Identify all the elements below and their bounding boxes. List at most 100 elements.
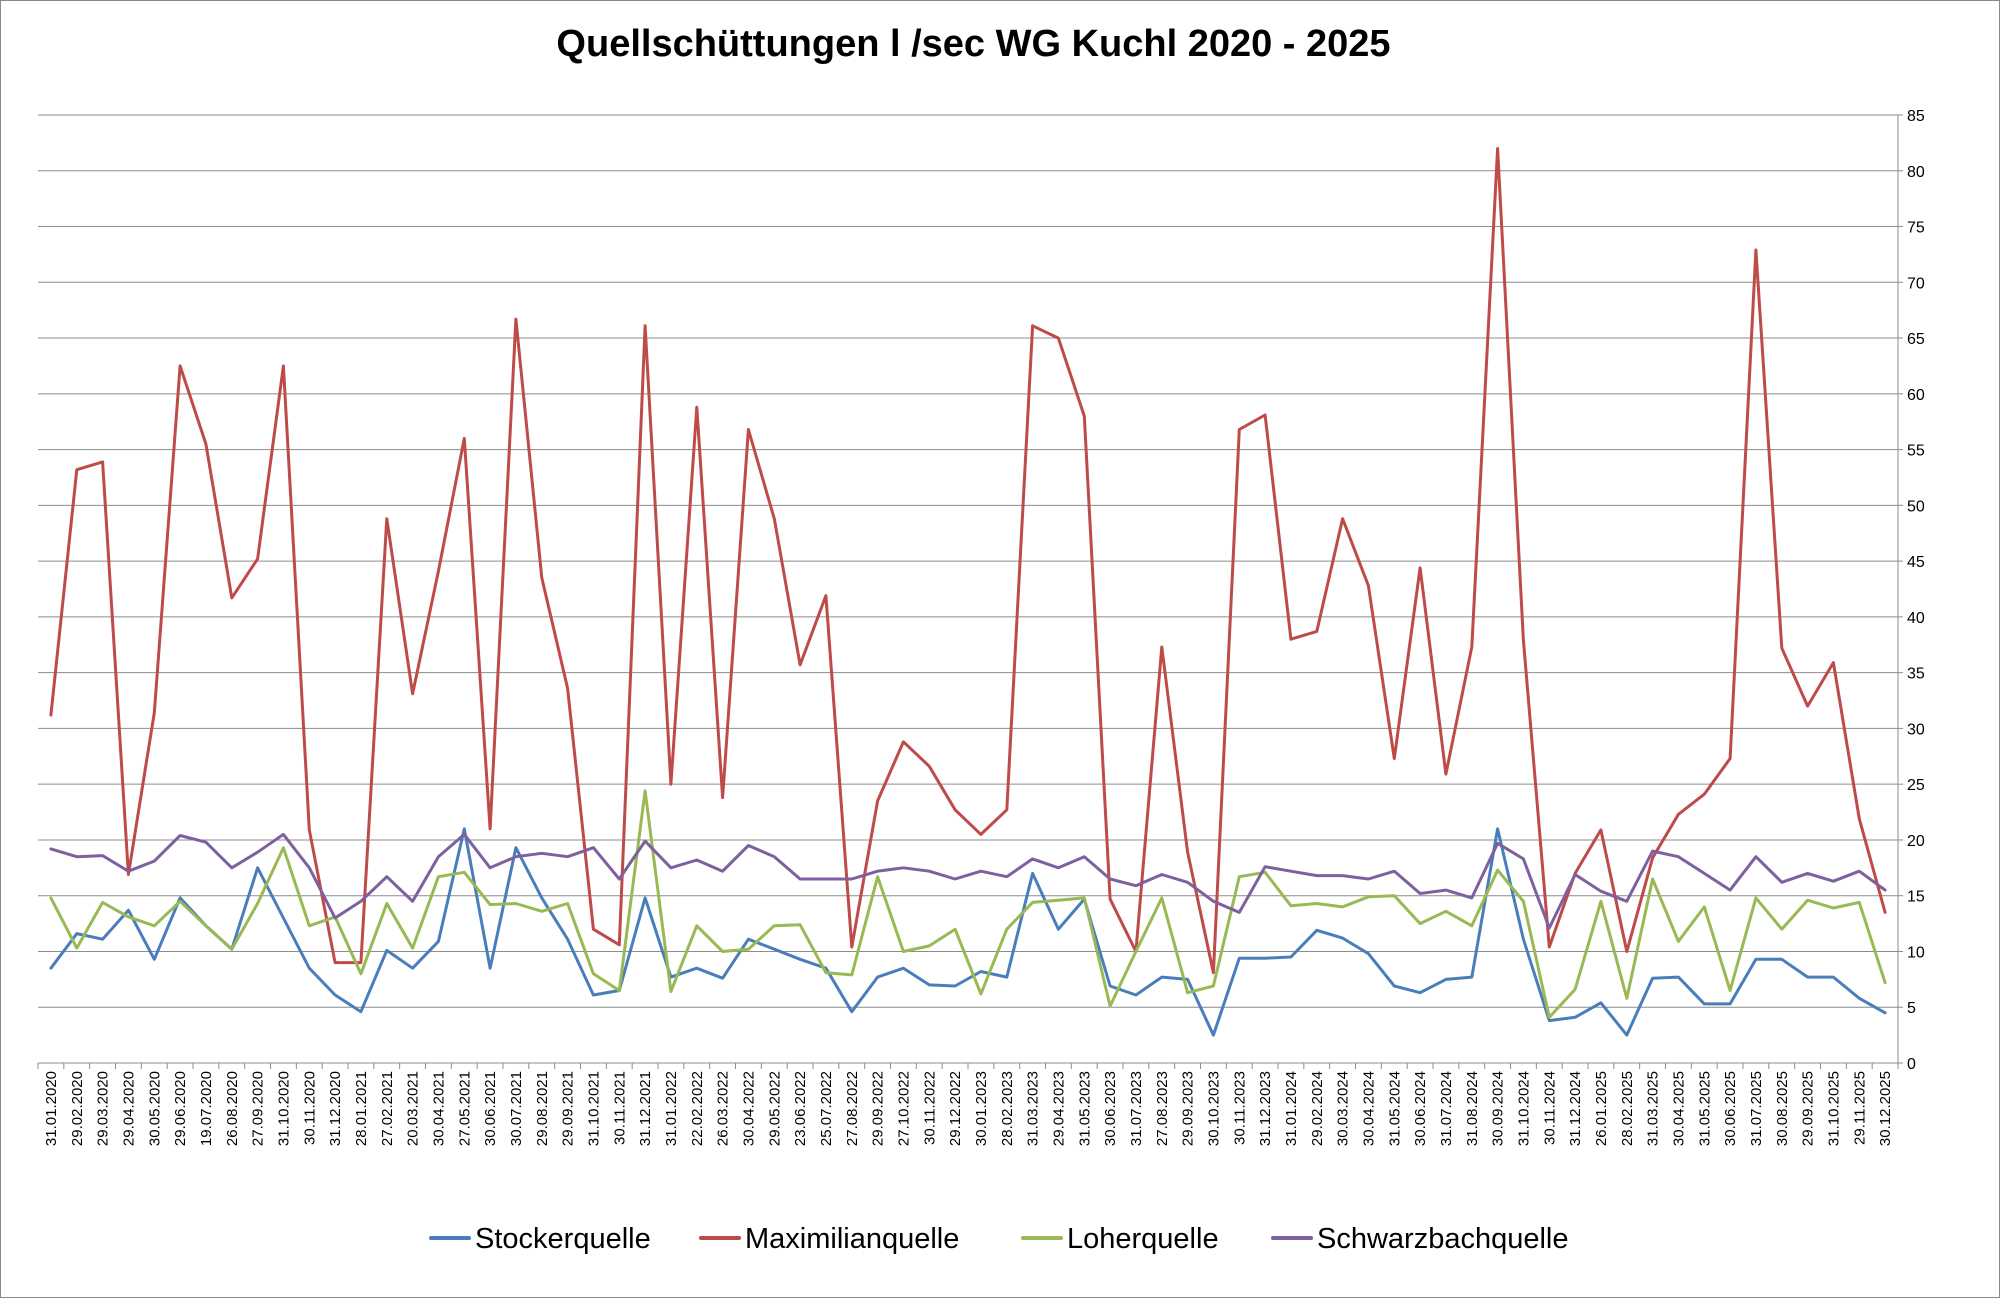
- y-tick-label: 25: [1907, 777, 1925, 794]
- x-tick-label: 30.08.2025: [1774, 1071, 1791, 1146]
- x-tick-label: 29.09.2021: [560, 1071, 577, 1146]
- x-tick-label: 30.11.2021: [611, 1071, 628, 1145]
- series-line-schwarzbachquelle: [49, 832, 1887, 930]
- x-tick-label: 31.12.2020: [327, 1071, 344, 1146]
- y-tick-label: 55: [1907, 443, 1925, 460]
- x-tick-label: 27.02.2021: [379, 1071, 396, 1146]
- x-tick-label: 30.11.2022: [921, 1071, 938, 1145]
- x-tick-label: 28.02.2025: [1619, 1071, 1636, 1146]
- x-tick-label: 31.07.2023: [1128, 1071, 1145, 1146]
- y-tick-label: 60: [1907, 387, 1925, 404]
- x-tick-label: 30.12.2025: [1877, 1071, 1894, 1146]
- x-tick-label: 27.08.2022: [844, 1071, 861, 1146]
- x-tick-label: 29.11.2025: [1851, 1071, 1868, 1145]
- x-tick-label: 29.08.2021: [534, 1071, 551, 1146]
- y-tick-label: 15: [1907, 889, 1925, 906]
- x-tick-label: 27.08.2023: [1154, 1071, 1171, 1146]
- grid-lines: [38, 114, 1898, 1064]
- x-tick-label: 30.03.2024: [1335, 1071, 1352, 1146]
- x-tick-label: 29.02.2020: [69, 1071, 86, 1146]
- x-tick-label: 29.03.2020: [95, 1071, 112, 1146]
- x-tick-label: 30.04.2022: [740, 1071, 757, 1146]
- x-tick-label: 29.12.2022: [947, 1071, 964, 1146]
- x-tick-label: 31.05.2023: [1076, 1071, 1093, 1146]
- x-tick-label: 29.09.2022: [870, 1071, 887, 1146]
- y-tick-label: 65: [1907, 331, 1925, 348]
- x-tick-label: 30.09.2024: [1490, 1071, 1507, 1146]
- x-tick-label: 31.10.2025: [1825, 1071, 1842, 1146]
- x-tick-label: 29.09.2025: [1800, 1071, 1817, 1146]
- x-tick-label: 26.01.2025: [1593, 1071, 1610, 1146]
- x-tick-label: 31.03.2023: [1025, 1071, 1042, 1146]
- x-tick-label: 23.06.2022: [792, 1071, 809, 1146]
- y-tick-label: 35: [1907, 666, 1925, 683]
- y-tick-label: 20: [1907, 833, 1925, 850]
- series-line-stockerquelle: [49, 827, 1887, 1037]
- x-tick-label: 29.02.2024: [1309, 1071, 1326, 1146]
- x-tick-label: 30.06.2023: [1102, 1071, 1119, 1146]
- y-tick-label: 85: [1907, 108, 1925, 125]
- x-tick-label: 31.12.2021: [637, 1071, 654, 1146]
- x-tick-label: 29.05.2022: [766, 1071, 783, 1146]
- y-tick-label: 5: [1907, 1000, 1916, 1017]
- x-axis-ticks: 31.01.2020 29.02.2020 29.03.2020 29.04.2020…: [37, 1062, 1899, 1146]
- x-tick-label: 29.04.2020: [120, 1071, 137, 1146]
- x-tick-label: 27.09.2020: [250, 1071, 267, 1146]
- x-tick-label: 30.11.2023: [1231, 1071, 1248, 1145]
- legend: Stockerquelle Maximilianquelle Loherquelle…: [429, 1223, 1568, 1255]
- x-tick-label: 19.07.2020: [198, 1071, 215, 1146]
- y-tick-label: 50: [1907, 498, 1925, 515]
- x-tick-label: 27.10.2022: [895, 1071, 912, 1146]
- y-tick-label: 45: [1907, 554, 1925, 571]
- x-tick-label: 29.04.2023: [1050, 1071, 1067, 1146]
- x-tick-label: 31.10.2024: [1515, 1071, 1532, 1146]
- x-tick-label: 28.01.2021: [353, 1071, 370, 1146]
- x-tick-label: 30.04.2021: [430, 1071, 447, 1146]
- legend-label-stockerquelle: Stockerquelle: [475, 1223, 651, 1255]
- x-tick-label: 25.07.2022: [818, 1071, 835, 1146]
- x-tick-label: 27.05.2021: [456, 1071, 473, 1146]
- x-tick-label: 30.04.2025: [1670, 1071, 1687, 1146]
- x-tick-label: 26.03.2022: [715, 1071, 732, 1146]
- series-line-loherquelle: [49, 789, 1887, 1019]
- x-tick-label: 31.08.2024: [1464, 1071, 1481, 1146]
- y-tick-label: 10: [1907, 944, 1925, 961]
- y-tick-label: 80: [1907, 164, 1925, 181]
- x-tick-label: 30.04.2024: [1360, 1071, 1377, 1146]
- x-tick-label: 30.01.2023: [973, 1071, 990, 1146]
- legend-label-maximilianquelle: Maximilianquelle: [745, 1223, 959, 1255]
- x-tick-label: 26.08.2020: [224, 1071, 241, 1146]
- y-axis-ticks: 0 5 10 15 20 25 30 35 40 45 50 55 60 65 70 75 80 85: [1897, 108, 1925, 1073]
- x-tick-label: 30.11.2024: [1541, 1071, 1558, 1145]
- y-tick-label: 75: [1907, 220, 1925, 237]
- y-tick-label: 40: [1907, 610, 1925, 627]
- y-tick-label: 0: [1907, 1056, 1916, 1073]
- x-tick-label: 30.05.2020: [146, 1071, 163, 1146]
- x-tick-label: 31.12.2024: [1567, 1071, 1584, 1146]
- x-tick-label: 31.10.2021: [585, 1071, 602, 1146]
- series-lines: [49, 147, 1887, 1037]
- y-tick-label: 30: [1907, 721, 1925, 738]
- x-tick-label: 31.01.2024: [1283, 1071, 1300, 1146]
- x-tick-label: 30.06.2024: [1412, 1071, 1429, 1146]
- x-tick-label: 31.05.2024: [1386, 1071, 1403, 1146]
- x-tick-label: 30.07.2021: [508, 1071, 525, 1146]
- x-tick-label: 31.01.2022: [663, 1071, 680, 1146]
- x-tick-label: 28.02.2023: [999, 1071, 1016, 1146]
- legend-label-loherquelle: Loherquelle: [1067, 1223, 1219, 1255]
- x-tick-label: 20.03.2021: [405, 1071, 422, 1146]
- x-tick-label: 31.10.2020: [275, 1071, 292, 1146]
- x-tick-label: 31.05.2025: [1696, 1071, 1713, 1146]
- x-tick-label: 31.07.2024: [1438, 1071, 1455, 1146]
- x-tick-label: 30.11.2020: [301, 1071, 318, 1145]
- legend-label-schwarzbachquelle: Schwarzbachquelle: [1317, 1223, 1568, 1255]
- x-tick-label: 31.07.2025: [1748, 1071, 1765, 1146]
- series-line-maximilianquelle: [49, 147, 1887, 975]
- x-tick-label: 30.06.2025: [1722, 1071, 1739, 1146]
- x-tick-label: 31.03.2025: [1645, 1071, 1662, 1146]
- x-tick-label: 29.06.2020: [172, 1071, 189, 1146]
- x-tick-label: 22.02.2022: [689, 1071, 706, 1146]
- x-tick-label: 31.12.2023: [1257, 1071, 1274, 1146]
- x-tick-label: 29.09.2023: [1180, 1071, 1197, 1146]
